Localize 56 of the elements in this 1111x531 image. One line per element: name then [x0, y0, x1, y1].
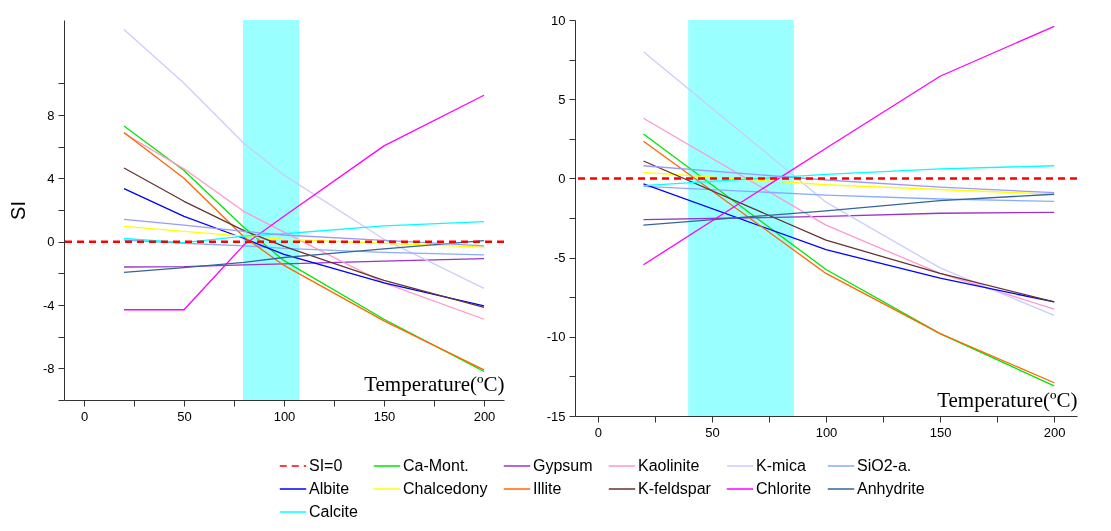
x-tick-label: 50: [177, 408, 192, 424]
y-tick-label: 5: [558, 91, 566, 107]
line-series: [123, 187, 485, 307]
x-tick-label: 150: [929, 424, 952, 440]
y-tick-label: 10: [551, 12, 566, 28]
line-series: [642, 25, 1055, 266]
y-tick-label: 0: [558, 170, 566, 186]
y-tick-label: 8: [47, 107, 55, 123]
line-series: [642, 211, 1055, 221]
legend-label: Ca-Mont.: [403, 457, 469, 474]
line-series: [123, 257, 485, 268]
x-tick-label: 0: [594, 424, 602, 440]
line-series: [642, 165, 1055, 187]
legend-label: Anhydrite: [857, 480, 925, 497]
line-series: [642, 160, 1055, 303]
x-tick-label: 50: [705, 424, 720, 440]
x-axis-title: Temperature(ºC): [937, 387, 1078, 412]
y-tick-label: 0: [47, 234, 55, 250]
x-tick-label: 100: [815, 424, 838, 440]
legend-label: K-mica: [756, 457, 806, 474]
line-series: [642, 171, 1055, 195]
x-tick-label: 100: [273, 408, 296, 424]
line-series: [642, 165, 1055, 194]
legend-label: Calcite: [309, 503, 359, 520]
x-tick-label: 150: [373, 408, 396, 424]
line-series: [642, 51, 1055, 317]
x-tick-label: 200: [1043, 424, 1066, 440]
line-series: [642, 193, 1055, 226]
line-series: [123, 132, 485, 320]
legend-label: Albite: [309, 480, 350, 497]
x-tick-label: 0: [80, 408, 89, 424]
line-series: [123, 167, 485, 309]
line-series: [123, 225, 485, 248]
legend-label: Chalcedony: [403, 480, 488, 497]
line-series: [642, 117, 1055, 310]
line-series: [642, 185, 1055, 203]
x-tick-label: 200: [473, 408, 496, 424]
y-tick-label: -15: [546, 408, 566, 424]
legend-label: Kaolinite: [638, 457, 700, 474]
legend-label: Chlorite: [756, 480, 812, 497]
y-axis-title: SI: [6, 201, 29, 220]
line-series: [123, 240, 485, 274]
legend-label: K-feldspar: [638, 480, 712, 497]
line-series: [123, 28, 485, 290]
y-tick-label: 4: [47, 170, 55, 186]
y-tick-label: -8: [42, 360, 55, 376]
line-series: [123, 239, 485, 256]
line-series: [123, 94, 485, 311]
y-tick-label: -5: [553, 250, 566, 266]
legend-label: SiO2-a.: [857, 457, 912, 474]
legend-label: SI=0: [309, 457, 343, 474]
legend-label: Illite: [533, 480, 562, 497]
legend-label: Gypsum: [533, 457, 593, 474]
y-tick-label: -10: [546, 329, 566, 345]
x-axis-title: Temperature(ºC): [364, 371, 505, 396]
y-tick-label: -4: [42, 297, 55, 313]
